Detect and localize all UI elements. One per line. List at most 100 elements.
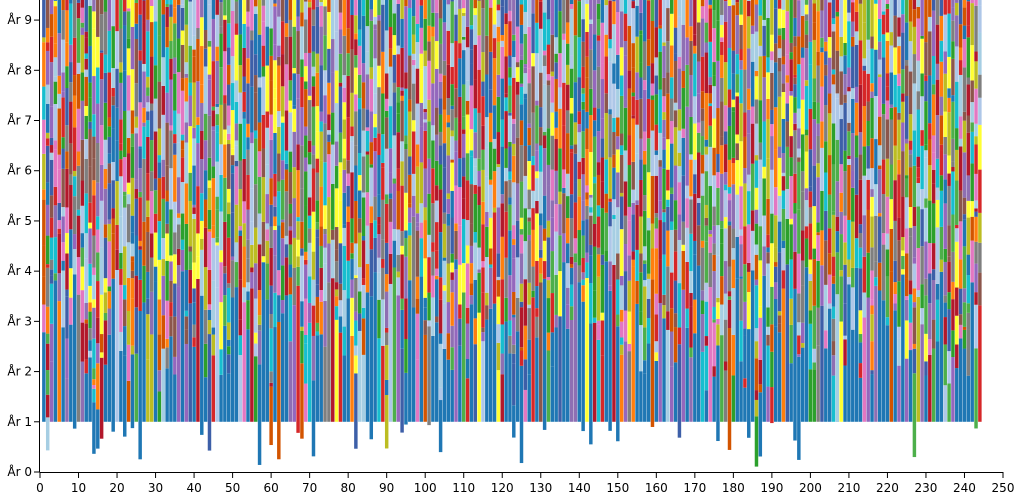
- bar-segment: [223, 325, 227, 422]
- bar-segment: [354, 373, 358, 449]
- x-tick-label: 0: [36, 481, 44, 495]
- bar-segment: [149, 0, 154, 6]
- bar-segment: [885, 40, 890, 74]
- bar-segment: [928, 75, 932, 124]
- bar-segment: [569, 320, 574, 422]
- bar-segment: [685, 64, 689, 107]
- bar-segment: [858, 3, 863, 41]
- bar-segment: [288, 213, 293, 227]
- bar-segment: [662, 222, 666, 255]
- bar-segment: [180, 90, 185, 135]
- bar-segment: [234, 0, 239, 2]
- bar-segment: [450, 0, 454, 2]
- bar-segment: [600, 157, 605, 182]
- bar-segment: [619, 145, 624, 155]
- bar-segment: [450, 162, 454, 191]
- y-tick-label: År 5: [7, 213, 32, 228]
- bar-segment: [858, 342, 863, 364]
- bar-segment: [223, 19, 227, 52]
- bar-segment: [666, 266, 670, 312]
- bar-segment: [770, 169, 774, 214]
- bar-segment: [126, 11, 131, 39]
- bar-segment: [396, 102, 400, 114]
- bar-segment: [454, 269, 458, 422]
- bar-segment: [774, 8, 778, 44]
- bar-segment: [419, 5, 424, 28]
- bar-segment: [947, 256, 951, 262]
- bar-segment: [839, 36, 843, 57]
- bar-segment: [311, 76, 316, 87]
- bar-segment: [885, 325, 890, 422]
- bar-segment: [319, 131, 323, 161]
- bar: [488, 0, 493, 422]
- bar-segment: [785, 54, 790, 76]
- bar-segment: [338, 283, 343, 301]
- bar-segment: [662, 42, 666, 46]
- bar-segment: [527, 217, 531, 222]
- bar-segment: [465, 245, 470, 264]
- bar-segment: [169, 255, 173, 262]
- bar-segment: [134, 0, 139, 3]
- bar-segment: [485, 305, 489, 320]
- bar-segment: [180, 4, 185, 8]
- bar-segment: [519, 120, 524, 146]
- bar-segment: [539, 72, 543, 108]
- bar-segment: [720, 243, 724, 277]
- bar-segment: [831, 355, 836, 376]
- bar-segment: [704, 171, 709, 205]
- x-tick-label: 90: [379, 481, 394, 495]
- bar-segment: [747, 329, 751, 438]
- bar-segment: [893, 47, 897, 75]
- bar-segment: [754, 155, 759, 161]
- bar-segment: [512, 353, 516, 364]
- bar-segment: [461, 198, 466, 219]
- bar-segment: [616, 326, 620, 442]
- bar-segment: [207, 269, 212, 305]
- bar-segment: [377, 20, 381, 66]
- bar-segment: [785, 82, 790, 104]
- bar-segment: [592, 317, 597, 323]
- bar-segment: [893, 0, 897, 16]
- bar-segment: [800, 15, 805, 48]
- bar-segment: [423, 297, 427, 308]
- bar-segment: [203, 29, 208, 49]
- bar-segment: [103, 102, 108, 140]
- bar-segment: [88, 340, 92, 351]
- bar-segment: [804, 80, 809, 86]
- bar-segment: [338, 332, 343, 422]
- bar-segment: [870, 374, 874, 422]
- bar-segment: [858, 154, 863, 180]
- bar-segment: [616, 136, 620, 150]
- bar-segment: [49, 14, 54, 37]
- bar-segment: [947, 13, 951, 57]
- bar-segment: [804, 129, 809, 136]
- bar-segment: [750, 106, 755, 124]
- bar-segment: [966, 275, 971, 304]
- bar-segment: [192, 35, 196, 50]
- bar-segment: [138, 311, 142, 460]
- bar-segment: [273, 292, 277, 328]
- bar-segment: [727, 0, 732, 6]
- bar: [677, 0, 682, 438]
- bar-segment: [908, 149, 913, 155]
- bar-segment: [119, 82, 123, 120]
- bar-segment: [962, 111, 967, 121]
- bar-segment: [673, 165, 678, 201]
- bar-segment: [931, 243, 936, 270]
- bar-segment: [234, 101, 239, 124]
- bar-segment: [519, 24, 524, 44]
- bar-segment: [689, 196, 693, 200]
- bar-segment: [146, 359, 150, 422]
- bar-segment: [419, 27, 424, 54]
- bar-segment: [415, 144, 420, 167]
- bar: [866, 0, 870, 422]
- bar-segment: [230, 110, 235, 149]
- bar-segment: [843, 264, 847, 304]
- bar-segment: [373, 237, 377, 273]
- bar-segment: [677, 130, 682, 153]
- bar-segment: [885, 249, 890, 277]
- bar: [203, 0, 208, 422]
- bar-segment: [304, 66, 308, 82]
- bar-segment: [119, 331, 123, 351]
- bar-segment: [904, 22, 909, 61]
